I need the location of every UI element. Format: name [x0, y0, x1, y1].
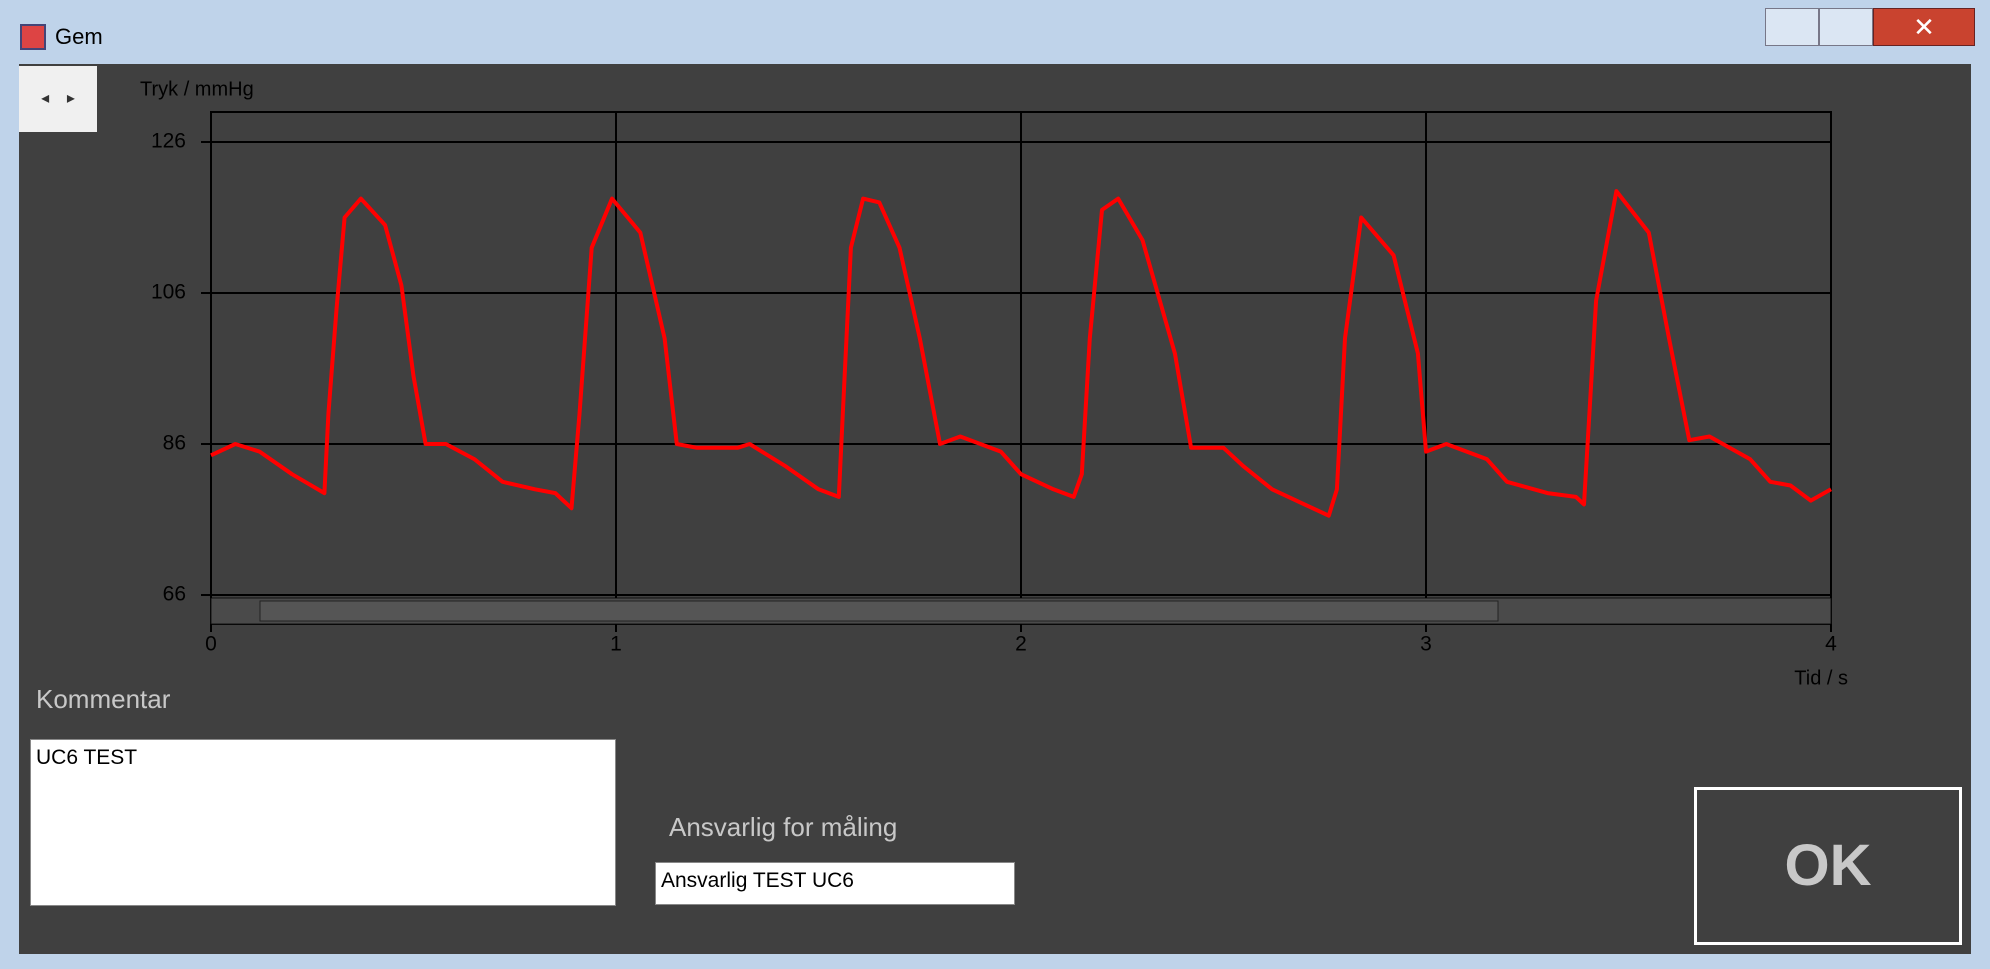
ok-button[interactable]: OK: [1694, 787, 1962, 945]
app-icon: [20, 24, 46, 50]
x-tick-label: 0: [205, 633, 217, 656]
x-tick-label: 4: [1825, 633, 1837, 656]
y-tick-label: 66: [163, 583, 186, 606]
scrollbar-thumb[interactable]: [259, 600, 1499, 622]
x-tick-label: 3: [1420, 633, 1432, 656]
y-axis-label: Tryk / mmHg: [140, 78, 254, 100]
close-button[interactable]: ✕: [1873, 8, 1975, 46]
nav-arrows[interactable]: ◂ ▸: [19, 66, 97, 132]
minimize-button[interactable]: [1765, 8, 1819, 46]
comment-label: Kommentar: [36, 684, 171, 714]
x-tick-label: 1: [610, 633, 622, 656]
comment-textbox[interactable]: UC6 TEST: [30, 739, 616, 906]
y-tick-label: 126: [151, 130, 186, 153]
responsible-textbox[interactable]: Ansvarlig TEST UC6: [655, 862, 1015, 905]
x-axis-label: Tid / s: [1794, 667, 1848, 689]
window-title: Gem: [55, 24, 103, 49]
y-tick-label: 106: [151, 281, 186, 304]
pressure-line: [210, 189, 1832, 518]
maximize-button[interactable]: [1819, 8, 1873, 46]
responsible-label: Ansvarlig for måling: [669, 812, 898, 842]
y-tick-label: 86: [163, 432, 186, 455]
x-tick-label: 2: [1015, 633, 1027, 656]
